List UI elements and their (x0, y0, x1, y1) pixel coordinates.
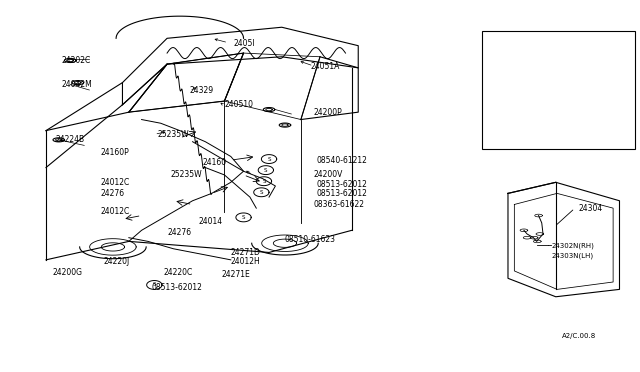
Text: 24012C: 24012C (100, 178, 129, 187)
Text: 240510: 240510 (225, 100, 253, 109)
Text: 24160: 24160 (202, 157, 226, 167)
FancyBboxPatch shape (483, 31, 636, 149)
Text: S: S (264, 168, 268, 173)
Text: 08510-61623: 08510-61623 (285, 235, 336, 244)
Text: 24304: 24304 (578, 203, 602, 213)
Text: S: S (268, 157, 271, 161)
Text: 24200G: 24200G (52, 268, 83, 277)
Text: 25235W: 25235W (170, 170, 202, 179)
Text: 24271D: 24271D (231, 248, 260, 257)
Text: 08540-61212: 08540-61212 (317, 155, 368, 165)
Text: 08363-61622: 08363-61622 (314, 200, 365, 209)
Text: 24329: 24329 (189, 86, 214, 94)
Text: 24042M: 24042M (62, 80, 93, 89)
Text: 24160P: 24160P (100, 148, 129, 157)
Text: 08513-62012: 08513-62012 (151, 283, 202, 292)
Text: 24200V: 24200V (314, 170, 343, 179)
Text: 24271E: 24271E (221, 270, 250, 279)
Text: 24276: 24276 (100, 189, 124, 198)
Text: 08513-62012: 08513-62012 (317, 180, 368, 189)
Text: 24254J: 24254J (532, 115, 559, 124)
Text: 2405l: 2405l (234, 39, 255, 48)
Text: S: S (152, 282, 156, 288)
Text: 24220C: 24220C (164, 268, 193, 277)
Text: 24220J: 24220J (103, 257, 129, 266)
Text: 24012C: 24012C (100, 207, 129, 217)
Text: 24202C: 24202C (62, 56, 91, 65)
Text: 24274: 24274 (532, 63, 556, 72)
Text: S: S (260, 190, 263, 195)
Text: 08513-62012: 08513-62012 (317, 189, 368, 198)
Text: 24012H: 24012H (231, 257, 260, 266)
Text: S: S (242, 215, 245, 220)
Text: 24051A: 24051A (310, 61, 340, 71)
Text: 24276: 24276 (167, 228, 191, 237)
Text: S: S (262, 179, 266, 184)
Text: 24200P: 24200P (314, 108, 342, 117)
Text: 24303N(LH): 24303N(LH) (551, 252, 593, 259)
Text: 25235W: 25235W (157, 130, 189, 139)
Text: 24014: 24014 (199, 217, 223, 225)
Text: 24224B: 24224B (56, 135, 84, 144)
Text: A2/C.00.8: A2/C.00.8 (562, 333, 596, 339)
Text: 24302N(RH): 24302N(RH) (551, 243, 594, 250)
